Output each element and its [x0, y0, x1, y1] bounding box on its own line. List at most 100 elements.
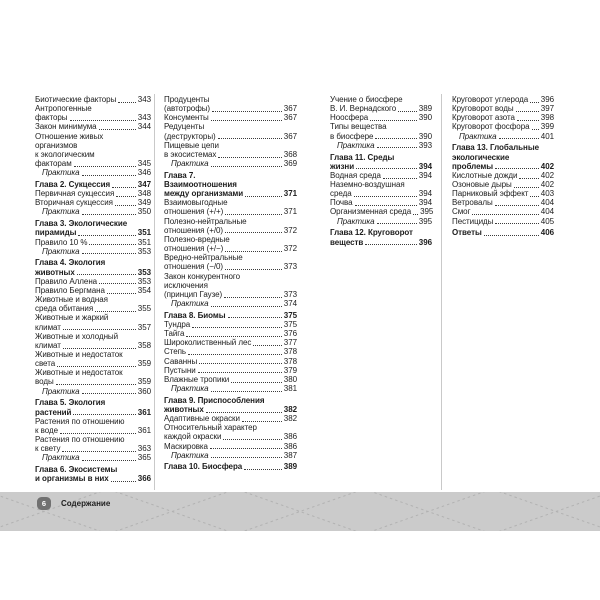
dot-leader	[515, 110, 539, 112]
toc-entry: Консументы 367	[164, 113, 297, 122]
dot-leader	[530, 101, 539, 103]
dot-leader	[197, 371, 282, 374]
page-ref: 353	[137, 246, 151, 256]
toc-entry: экологические	[452, 153, 554, 162]
dot-leader	[210, 390, 282, 392]
toc-entry: Пестициды 405	[452, 217, 554, 226]
dot-leader	[57, 365, 136, 367]
entry-label: факторы	[35, 113, 68, 123]
toc-entry: Глава 4. Экология	[35, 258, 151, 267]
toc-entry: Ноосфера 390	[330, 113, 432, 122]
toc-entry: Круговорот воды 397	[452, 104, 554, 113]
page-ref: 394	[418, 161, 432, 171]
toc-entry: Глава 5. Экология	[35, 398, 151, 407]
dot-leader	[231, 381, 282, 383]
entry-label: Влажные тропики	[164, 374, 230, 384]
toc-entry: Учение о биосфере	[330, 95, 432, 104]
dot-leader	[210, 456, 282, 459]
entry-label: между организмами	[164, 189, 244, 199]
toc-entry: Глава 9. Приспособления	[164, 396, 297, 405]
page-ref: 379	[283, 365, 297, 375]
page-ref: 350	[137, 207, 151, 217]
page-ref: 404	[540, 207, 554, 217]
page-ref: 382	[283, 404, 297, 414]
entry-label: Глава 7.	[164, 170, 196, 180]
dot-leader	[73, 413, 136, 416]
entry-label: Правило 10 %	[35, 237, 88, 247]
page-ref: 372	[283, 225, 297, 235]
dot-leader	[354, 204, 417, 206]
entry-label: Взаимовыгодные	[164, 198, 228, 208]
entry-label: организмов	[35, 140, 78, 150]
entry-label: Пустыни	[164, 365, 196, 375]
entry-label: Пищевые цепи	[164, 140, 219, 150]
entry-label: Учение о биосфере	[330, 95, 403, 104]
entry-label: Ветровалы	[452, 198, 493, 208]
page-ref: 406	[540, 228, 554, 238]
page-ref: 394	[418, 170, 432, 180]
toc-entry: Почва 394	[330, 198, 432, 207]
toc-entry: в экосистемах 368	[164, 150, 297, 159]
entry-label: Широколиственный лес	[164, 338, 252, 348]
entry-label: Правило Аллена	[35, 276, 98, 286]
dot-leader	[62, 328, 136, 331]
entry-label: Отношение живых	[35, 131, 104, 141]
toc-entry: жизни 394	[330, 162, 432, 171]
dot-leader	[365, 243, 417, 246]
entry-label: Продуценты	[164, 95, 210, 104]
dot-leader	[413, 213, 419, 216]
entry-label: Глава 10. Биосфера	[164, 462, 243, 472]
page-ref: 404	[540, 198, 554, 208]
dot-leader	[188, 353, 282, 356]
entry-label: Практика	[42, 386, 80, 396]
toc-entry: Антропогенные	[35, 104, 151, 113]
dot-leader	[81, 252, 136, 255]
toc-column-1: Биотические факторы 343 Антропогенные факто…	[35, 95, 151, 483]
entry-label: Глава 6. Экосистемы	[35, 465, 118, 475]
entry-label: Организменная среда	[330, 207, 412, 217]
entry-label: Глава 9. Приспособления	[164, 395, 265, 405]
toc-entry: Пищевые цепи	[164, 141, 297, 150]
entry-label: Практика	[42, 168, 80, 178]
dot-leader	[217, 137, 282, 140]
toc-entry: Животные и недостаток	[35, 350, 151, 359]
toc-column-4: Круговорот углерода 396 Круговорот воды 397…	[452, 95, 554, 238]
entry-label: исключения	[164, 280, 208, 290]
entry-label: Наземно-воздушная	[330, 180, 405, 189]
page-ref: 355	[137, 304, 151, 314]
dot-leader	[114, 204, 136, 206]
entry-label: Практика	[42, 453, 80, 463]
page-ref: 359	[137, 359, 151, 369]
page-ref: 395	[420, 207, 434, 217]
page-ref: 390	[418, 113, 432, 123]
page-ref: 373	[283, 262, 297, 272]
toc-entry: Озоновые дыры 402	[452, 180, 554, 189]
toc-entry: к экологическим	[35, 150, 151, 159]
entry-label: Практика	[42, 207, 80, 217]
entry-label: Практика	[171, 299, 209, 309]
toc-entry: Степь 378	[164, 347, 297, 356]
dot-leader	[210, 165, 282, 167]
entry-label: растений	[35, 407, 72, 417]
page-ref: 371	[283, 189, 297, 199]
toc-entry: Практика 381	[164, 384, 297, 393]
toc-entry: факторы 343	[35, 113, 151, 122]
dot-leader	[62, 347, 136, 349]
toc-entry: воды 359	[35, 377, 151, 386]
page-number: 6	[41, 499, 47, 508]
page-ref: 353	[137, 267, 151, 277]
page-ref: 367	[283, 104, 297, 114]
page-ref: 347	[137, 180, 151, 189]
dot-leader	[245, 195, 282, 197]
toc-entry: животных 353	[35, 268, 151, 277]
entry-label: Почва	[330, 198, 353, 208]
toc-entry: проблемы 402	[452, 162, 554, 171]
entry-label: света	[35, 359, 56, 369]
toc-entry: Практика 365	[35, 453, 151, 462]
entry-label: к свету	[35, 444, 61, 454]
entry-label: Глава 5. Экология	[35, 398, 106, 408]
toc-entry: отношения (+/−) 372	[164, 244, 297, 253]
dot-leader	[223, 438, 282, 441]
toc-entry: (принцип Гаузе) 373	[164, 290, 297, 299]
entry-label: Озоновые дыры	[452, 180, 512, 189]
